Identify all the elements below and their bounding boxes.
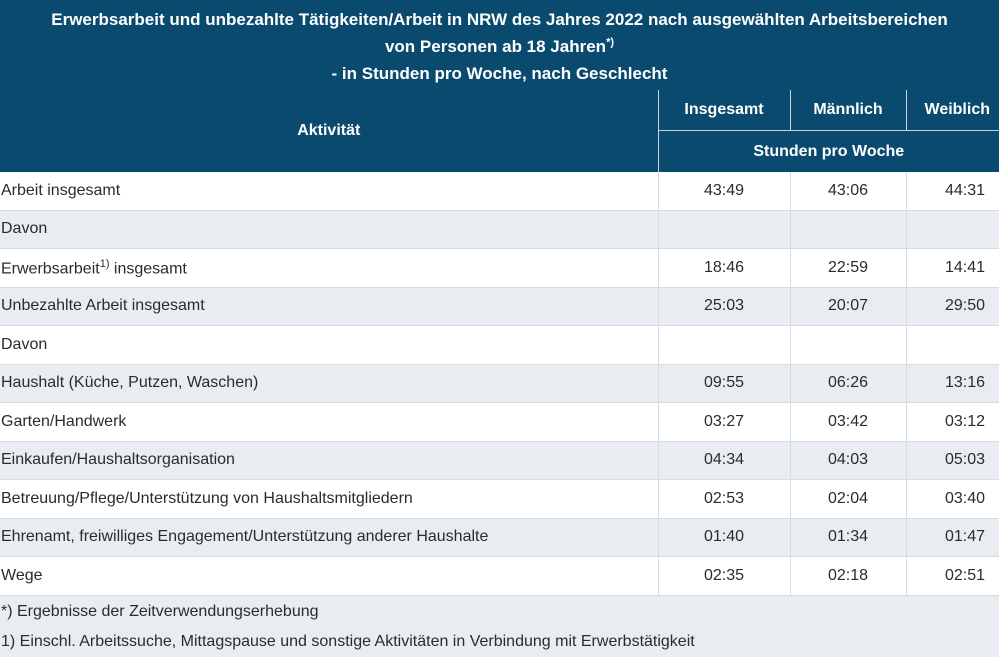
value-total: 18:46 [657, 248, 790, 288]
title-line-3: - in Stunden pro Woche, nach Geschlecht [331, 64, 668, 83]
value-female [905, 210, 999, 249]
value-male: 22:59 [789, 248, 906, 288]
row-label: Ehrenamt, freiwilliges Engagement/Unters… [0, 518, 658, 557]
value-female: 05:03 [905, 441, 999, 480]
table-row: Betreuung/Pflege/Unterstützung von Haush… [0, 479, 999, 519]
value-female [905, 325, 999, 365]
value-total: 02:53 [657, 479, 790, 519]
value-female: 03:12 [905, 402, 999, 442]
table-row: Wege 02:35 02:18 02:51 [0, 556, 999, 596]
table-row: Davon [0, 325, 999, 365]
table-row: Davon [0, 210, 999, 249]
footnote-1: *) Ergebnisse der Zeitverwendungserhebun… [1, 602, 319, 620]
value-total: 01:40 [657, 518, 790, 557]
title-line-1: Erwerbsarbeit und unbezahlte Tätigkeiten… [51, 10, 948, 29]
value-male: 04:03 [789, 441, 906, 480]
value-male [789, 325, 906, 365]
table-row: Arbeit insgesamt 43:49 43:06 44:31 [0, 172, 999, 211]
value-total: 25:03 [657, 287, 790, 326]
table-row: Einkaufen/Haushaltsorganisation 04:34 04:0… [0, 441, 999, 480]
table-row: Garten/Handwerk 03:27 03:42 03:12 [0, 402, 999, 442]
table-title: Erwerbsarbeit und unbezahlte Tätigkeiten… [0, 0, 999, 90]
row-label: Arbeit insgesamt [0, 172, 658, 211]
value-female: 02:51 [905, 556, 999, 596]
row-label: Garten/Handwerk [0, 402, 658, 442]
value-male: 06:26 [789, 364, 906, 403]
value-male [789, 210, 906, 249]
table-row: Ehrenamt, freiwilliges Engagement/Unters… [0, 518, 999, 557]
value-total: 09:55 [657, 364, 790, 403]
table-row: Haushalt (Küche, Putzen, Waschen) 09:55 06… [0, 364, 999, 403]
value-total: 02:35 [657, 556, 790, 596]
header-female: Weiblich [905, 90, 999, 131]
row-label: Unbezahlte Arbeit insgesamt [0, 287, 658, 326]
value-male: 02:04 [789, 479, 906, 519]
unit-row: Stunden pro Woche [0, 130, 999, 172]
table-row: Unbezahlte Arbeit insgesamt 25:03 20:07 29:… [0, 287, 999, 326]
row-label: Wege [0, 556, 658, 596]
value-male: 01:34 [789, 518, 906, 557]
row-label: Betreuung/Pflege/Unterstützung von Haush… [0, 479, 658, 519]
value-female: 03:40 [905, 479, 999, 519]
value-male: 20:07 [789, 287, 906, 326]
value-female: 13:16 [905, 364, 999, 403]
value-female: 14:41 [905, 248, 999, 288]
data-table: Aktivität Insgesamt Männlich Weiblich St… [0, 90, 999, 596]
value-female: 01:47 [905, 518, 999, 557]
header-total: Insgesamt [657, 90, 790, 131]
value-total [657, 210, 790, 249]
title-line-2: von Personen ab 18 Jahren*) [384, 36, 615, 56]
header-row: Aktivität Insgesamt Männlich Weiblich [0, 90, 999, 172]
row-label: Davon [0, 210, 658, 249]
value-total: 03:27 [657, 402, 790, 442]
value-female: 44:31 [905, 172, 999, 211]
value-total [657, 325, 790, 365]
value-male: 03:42 [789, 402, 906, 442]
row-label: Erwerbsarbeit1) insgesamt [0, 248, 658, 288]
value-male: 02:18 [789, 556, 906, 596]
row-label: Davon [0, 325, 658, 365]
footnotes: *) Ergebnisse der Zeitverwendungserhebun… [0, 597, 999, 657]
row-label: Einkaufen/Haushaltsorganisation [0, 441, 658, 480]
header-male: Männlich [789, 90, 906, 131]
header-unit: Stunden pro Woche [657, 130, 999, 172]
value-total: 43:49 [657, 172, 790, 211]
value-female: 29:50 [905, 287, 999, 326]
value-male: 43:06 [789, 172, 906, 211]
row-label: Haushalt (Küche, Putzen, Waschen) [0, 364, 658, 403]
header-activity: Aktivität [0, 90, 658, 172]
value-total: 04:34 [657, 441, 790, 480]
footnote-mark: 1) [99, 257, 110, 270]
title-footnote-mark: *) [606, 36, 615, 49]
footnote-2: 1) Einschl. Arbeitssuche, Mittagspause u… [1, 632, 695, 650]
table-row: Erwerbsarbeit1) insgesamt 18:46 22:59 14:41 [0, 248, 999, 288]
